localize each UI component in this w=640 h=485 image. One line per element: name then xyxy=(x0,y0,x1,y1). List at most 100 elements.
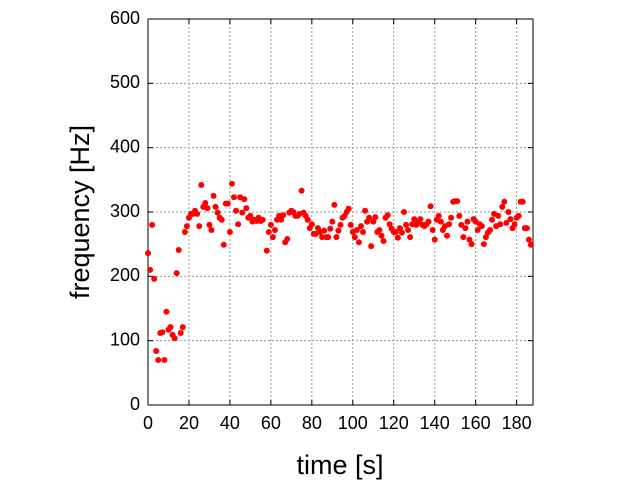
point xyxy=(308,221,315,228)
point xyxy=(392,228,399,235)
point xyxy=(161,356,168,363)
point xyxy=(224,200,231,207)
point xyxy=(405,227,412,234)
point xyxy=(489,216,496,223)
y-tick-label: 0 xyxy=(130,394,140,414)
y-tick-label: 500 xyxy=(110,72,140,92)
point xyxy=(265,228,272,235)
point xyxy=(505,209,512,215)
point xyxy=(398,229,405,236)
point xyxy=(155,356,162,363)
point xyxy=(327,225,334,232)
point xyxy=(177,329,184,336)
point xyxy=(181,228,188,235)
point xyxy=(372,214,379,221)
y-tick-label: 100 xyxy=(110,329,140,349)
y-tick-label: 600 xyxy=(110,8,140,28)
point xyxy=(394,234,401,241)
y-tick-label: 200 xyxy=(110,265,140,285)
point xyxy=(454,198,461,205)
point xyxy=(507,216,514,223)
point xyxy=(357,223,364,230)
point xyxy=(196,223,203,230)
x-tick-label: 20 xyxy=(179,413,199,433)
point xyxy=(214,209,221,216)
point xyxy=(425,218,432,225)
point xyxy=(198,181,205,188)
point xyxy=(173,270,180,277)
point xyxy=(355,239,362,246)
x-tick-label: 100 xyxy=(338,413,368,433)
point xyxy=(437,218,444,225)
point xyxy=(149,221,156,228)
point xyxy=(167,324,174,331)
point xyxy=(304,216,311,223)
point xyxy=(464,218,471,225)
x-tick-label: 40 xyxy=(220,413,240,433)
point xyxy=(362,207,369,214)
point xyxy=(259,216,266,223)
point xyxy=(212,203,219,210)
point xyxy=(525,236,532,243)
point xyxy=(220,241,227,248)
x-tick-label: 80 xyxy=(302,413,322,433)
point xyxy=(325,234,332,241)
point xyxy=(269,234,276,241)
point xyxy=(153,347,160,354)
x-tick-label: 120 xyxy=(379,413,409,433)
point xyxy=(523,225,530,232)
y-tick-label: 400 xyxy=(110,136,140,156)
point xyxy=(466,236,473,243)
point xyxy=(235,221,242,228)
point xyxy=(298,187,305,194)
point xyxy=(431,236,438,243)
point xyxy=(378,232,385,239)
point xyxy=(480,241,487,248)
point xyxy=(482,234,489,241)
point xyxy=(267,221,274,228)
point xyxy=(448,214,455,221)
point xyxy=(175,246,182,253)
point xyxy=(247,212,254,219)
point xyxy=(427,203,434,210)
point xyxy=(474,227,481,234)
point xyxy=(204,205,211,212)
point xyxy=(151,275,158,282)
point xyxy=(407,234,414,241)
point xyxy=(497,221,504,228)
point xyxy=(501,198,508,205)
x-tick-label: 160 xyxy=(461,413,491,433)
point xyxy=(210,192,217,199)
point xyxy=(370,218,377,225)
point xyxy=(384,212,391,219)
point xyxy=(519,198,526,205)
point xyxy=(163,308,170,315)
point xyxy=(468,241,475,248)
point xyxy=(206,221,213,228)
point xyxy=(171,335,178,342)
point xyxy=(380,237,387,244)
plot-frame xyxy=(147,18,534,406)
point xyxy=(194,210,201,217)
point xyxy=(511,221,518,228)
point xyxy=(515,212,522,219)
point xyxy=(159,329,166,336)
point xyxy=(347,221,354,228)
point xyxy=(443,232,450,239)
x-tick-label: 60 xyxy=(261,413,281,433)
point xyxy=(202,199,209,206)
point xyxy=(243,205,250,212)
point xyxy=(353,227,360,234)
point xyxy=(329,218,336,225)
point xyxy=(335,227,342,234)
y-tick-label: 300 xyxy=(110,201,140,221)
x-axis-label: time [s] xyxy=(296,450,383,480)
point xyxy=(435,212,442,219)
point xyxy=(486,227,493,234)
x-tick-label: 140 xyxy=(420,413,450,433)
point xyxy=(231,194,238,201)
point xyxy=(183,223,190,230)
point xyxy=(351,234,358,241)
